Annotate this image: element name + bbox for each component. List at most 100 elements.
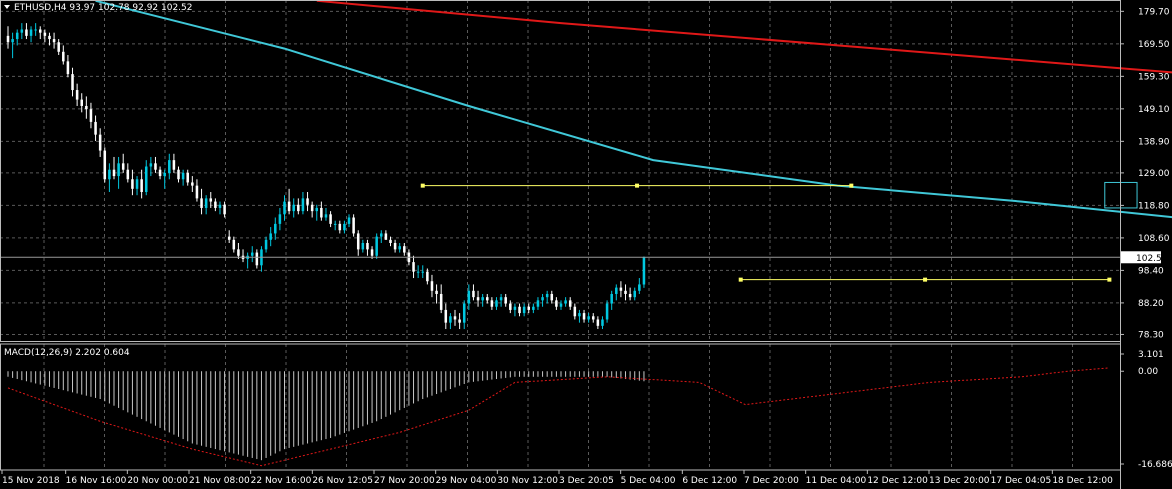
candle-body [200, 198, 203, 208]
candle-body [237, 249, 240, 256]
candle-body [582, 313, 586, 320]
candle-body [329, 214, 332, 224]
candle-body [283, 201, 286, 215]
line-anchor [1107, 277, 1112, 282]
candle-body [467, 290, 471, 304]
candle-body [638, 284, 641, 291]
axis-labels: 179.70 169.50 159.30 149.10 138.90 129.00 118.… [1, 7, 1172, 486]
candle-body [121, 163, 125, 170]
candle-body [112, 169, 116, 177]
time-tick-label: 26 Nov 12:05 [312, 476, 373, 486]
candle-body [481, 297, 484, 301]
candle-body [513, 306, 517, 310]
candle-body [605, 303, 609, 320]
price-tick-label: 129.00 [1138, 169, 1170, 179]
candle-body [43, 32, 47, 36]
candle-body [458, 319, 461, 323]
candle-body [62, 51, 65, 62]
time-tick-label: 11 Dec 04:00 [806, 476, 867, 486]
macd-tick-label: 0.00 [1138, 367, 1158, 377]
candle-body [356, 233, 360, 250]
candle-body [389, 239, 392, 243]
moving-averages [95, 0, 1172, 219]
candle-body [338, 223, 342, 231]
candle-body [250, 252, 254, 256]
time-tick-label: 15 Nov 2018 [2, 476, 60, 486]
price-tick-label: 78.30 [1138, 330, 1164, 340]
time-tick-label: 29 Nov 04:00 [436, 476, 497, 486]
candle-body [591, 316, 595, 320]
candle-body [297, 204, 300, 212]
candle-body [522, 306, 526, 314]
collapse-triangle-icon[interactable] [4, 5, 10, 9]
line-anchor [849, 183, 854, 188]
candle-body [6, 35, 10, 43]
candle-body [320, 207, 323, 218]
candle-body [633, 290, 637, 298]
candle-body [310, 204, 314, 212]
line-anchor [420, 183, 425, 188]
ma-fast-line [95, 0, 1172, 219]
candle-body [126, 169, 130, 180]
candle-body [29, 29, 33, 36]
candle-body [186, 172, 189, 183]
time-tick-label: 22 Nov 16:00 [251, 476, 312, 486]
candle-body [11, 39, 14, 43]
candle-body [48, 35, 51, 40]
candle-body [568, 300, 572, 307]
candle-body [347, 217, 351, 224]
candle-body [587, 316, 590, 320]
candle-body [642, 257, 646, 285]
candle-body [435, 290, 438, 294]
candle-body [564, 300, 567, 304]
candle-body [398, 246, 401, 250]
candle-body [536, 300, 540, 307]
candle-body [135, 179, 139, 189]
time-tick-label: 30 Nov 12:00 [497, 476, 558, 486]
candle-body [85, 105, 88, 110]
candle-body [509, 303, 512, 310]
candle-body [596, 319, 600, 326]
candle-body [278, 214, 282, 224]
candlesticks [6, 23, 646, 330]
candle-body [619, 287, 623, 291]
macd-header: MACD(12,26,9) 2.202 0.604 [4, 348, 130, 358]
ma-slow-line [316, 0, 1172, 74]
candle-body [578, 313, 581, 317]
price-tick-label: 108.60 [1138, 234, 1170, 244]
time-tick-label: 12 Dec 12:00 [867, 476, 928, 486]
candle-body [301, 198, 305, 212]
candle-body [485, 297, 489, 301]
candle-body [204, 198, 208, 208]
candle-body [264, 239, 268, 250]
candle-body [52, 39, 56, 43]
candle-body [624, 290, 627, 294]
time-tick-label: 6 Dec 12:00 [682, 476, 737, 486]
candle-body [601, 319, 604, 326]
price-tick-label: 138.90 [1138, 137, 1170, 147]
candle-body [545, 293, 549, 298]
candle-body [80, 99, 84, 106]
candle-body [223, 204, 226, 215]
price-tick-label: 159.30 [1138, 72, 1170, 82]
price-tick-label: 149.10 [1138, 105, 1170, 115]
candle-body [439, 293, 443, 310]
time-tick-label: 3 Dec 20:05 [559, 476, 614, 486]
candle-body [504, 297, 507, 304]
macd-signal-line [7, 367, 1110, 467]
candle-body [306, 198, 309, 205]
candle-body [34, 29, 37, 31]
candle-body [472, 290, 475, 298]
candle-body [495, 300, 498, 307]
candle-body [375, 236, 378, 256]
candle-body [20, 29, 24, 33]
candle-body [131, 179, 134, 189]
candle-body [444, 309, 448, 323]
candle-body [209, 198, 213, 202]
candle-body [292, 204, 295, 212]
time-tick-label: 5 Dec 04:00 [621, 476, 676, 486]
candle-body [274, 223, 277, 234]
line-anchor [635, 183, 640, 188]
candle-body [462, 303, 466, 323]
